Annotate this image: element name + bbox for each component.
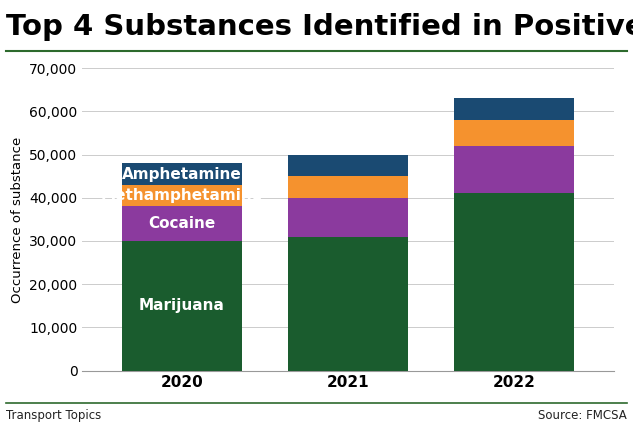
Bar [122, 163, 242, 185]
Bar [454, 120, 574, 146]
Text: Amphetamine: Amphetamine [122, 167, 242, 181]
Text: Cocaine: Cocaine [148, 216, 216, 231]
Text: Methamphetamine: Methamphetamine [101, 188, 263, 203]
Y-axis label: Occurrence of substance: Occurrence of substance [11, 136, 23, 302]
Bar [289, 155, 408, 176]
Bar [289, 176, 408, 198]
Bar [454, 146, 574, 193]
Bar [122, 185, 242, 207]
Bar [122, 241, 242, 371]
Text: Top 4 Substances Identified in Positive Drug Tests: Top 4 Substances Identified in Positive … [6, 13, 633, 41]
Text: Source: FMCSA: Source: FMCSA [538, 409, 627, 422]
Bar [122, 207, 242, 241]
Text: Marijuana: Marijuana [139, 298, 225, 313]
Bar [454, 98, 574, 120]
Bar [289, 198, 408, 237]
Text: Transport Topics: Transport Topics [6, 409, 101, 422]
Bar [289, 237, 408, 371]
Bar [454, 193, 574, 371]
